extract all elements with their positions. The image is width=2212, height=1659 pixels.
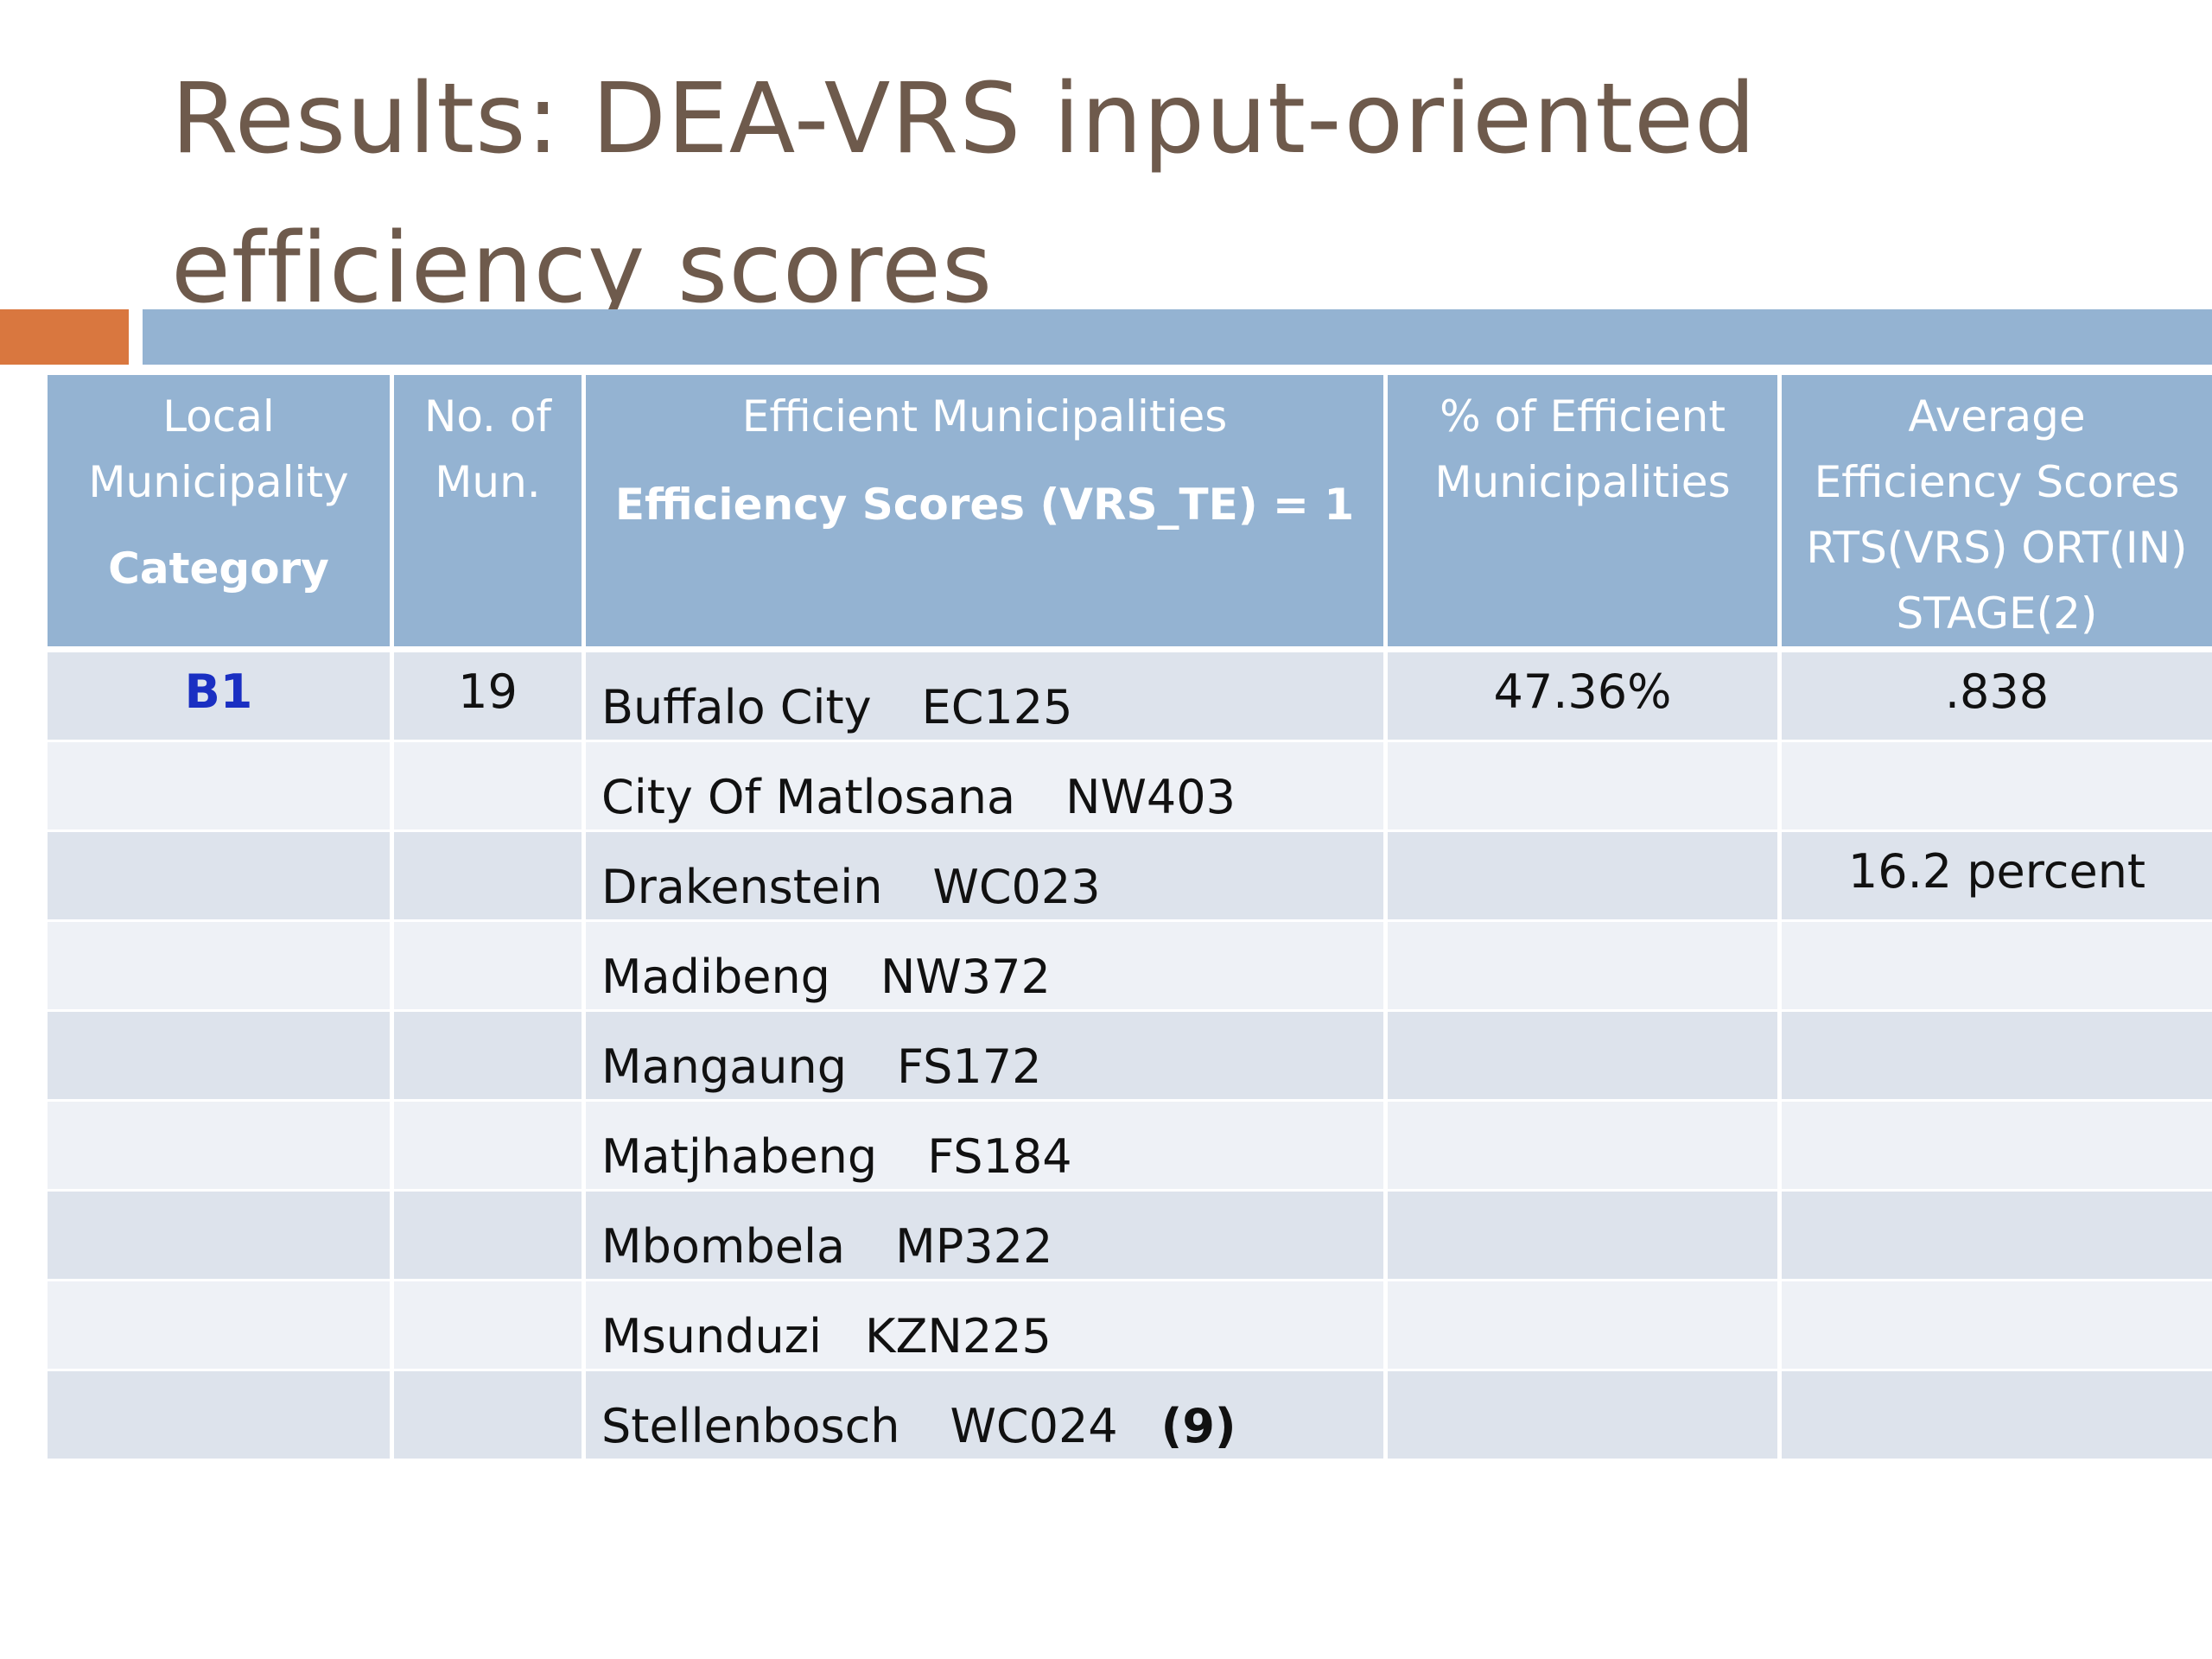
municipality-cell: City Of Matlosana NW403 — [586, 742, 1383, 832]
empty-cell — [1388, 1192, 1777, 1281]
empty-cell — [394, 1281, 582, 1371]
empty-cell — [1388, 1281, 1777, 1371]
header-category-bold: Category — [108, 543, 329, 594]
header-avg-line1: Average — [1908, 391, 2086, 442]
empty-cell — [48, 742, 390, 832]
header-num-mun-line1: No. of — [423, 391, 552, 442]
municipality-cell: Mangaung FS172 — [586, 1012, 1383, 1102]
avg-note-cell: 16.2 percent — [1782, 832, 2212, 922]
header-efficient-municipalities: Efficient Municipalities Efficiency Scor… — [586, 375, 1383, 652]
empty-cell — [394, 922, 582, 1012]
empty-cell — [1388, 922, 1777, 1012]
municipality-name: City Of Matlosana — [601, 770, 1016, 824]
header-pct-line1: % of Efficient — [1440, 391, 1726, 442]
table-row: Stellenbosch WC024 (9) — [48, 1371, 2212, 1461]
empty-cell — [48, 1281, 390, 1371]
municipality-code: WC023 — [932, 860, 1101, 914]
slide-title-line2: efficiency scores — [171, 213, 994, 325]
slide-title-line1: Results: DEA-VRS input-oriented — [171, 63, 1757, 175]
municipality-cell: Madibeng NW372 — [586, 922, 1383, 1012]
empty-cell — [48, 1102, 390, 1192]
accent-orange-block — [0, 309, 129, 365]
municipality-name: Drakenstein — [601, 860, 883, 914]
pct-efficient-cell: 47.36% — [1388, 652, 1777, 742]
num-mun-cell: 19 — [394, 652, 582, 742]
header-row: Local Municipality Category No. of Mun. … — [48, 375, 2212, 652]
municipality-cell: Drakenstein WC023 — [586, 832, 1383, 922]
empty-cell — [394, 1371, 582, 1461]
header-category-line1: Local — [162, 391, 275, 442]
empty-cell — [394, 1192, 582, 1281]
accent-blue-bar — [143, 309, 2212, 365]
table-row: Drakenstein WC023 16.2 percent — [48, 832, 2212, 922]
header-avg-scores: Average Efficiency Scores RTS(VRS) ORT(I… — [1782, 375, 2212, 652]
municipality-name: Stellenbosch — [601, 1399, 900, 1453]
municipality-code: NW372 — [880, 950, 1051, 1004]
efficient-count: (9) — [1160, 1399, 1236, 1453]
empty-cell — [48, 922, 390, 1012]
table-row: Mangaung FS172 — [48, 1012, 2212, 1102]
municipality-name: Msunduzi — [601, 1309, 823, 1363]
avg-score-cell: .838 — [1782, 652, 2212, 742]
municipality-name: Madibeng — [601, 950, 830, 1004]
empty-cell — [48, 832, 390, 922]
table-row: City Of Matlosana NW403 — [48, 742, 2212, 832]
municipality-cell: Buffalo City EC125 — [586, 652, 1383, 742]
slide-title: Results: DEA-VRS input-oriented efficien… — [171, 45, 2072, 344]
municipality-code: WC024 — [950, 1399, 1118, 1453]
header-efficient-line1: Efficient Municipalities — [741, 391, 1228, 442]
municipality-name: Buffalo City — [601, 680, 872, 734]
category-cell: B1 — [48, 652, 390, 742]
empty-cell — [1388, 832, 1777, 922]
empty-cell — [1388, 742, 1777, 832]
empty-cell — [48, 1192, 390, 1281]
header-num-mun: No. of Mun. — [394, 375, 582, 652]
header-category: Local Municipality Category — [48, 375, 390, 652]
empty-cell — [48, 1012, 390, 1102]
header-avg-line2: Efficiency Scores — [1814, 457, 2180, 507]
empty-cell — [394, 1102, 582, 1192]
empty-cell — [1388, 1102, 1777, 1192]
header-avg-line4: STAGE(2) — [1896, 588, 2098, 639]
municipality-name: Matjhabeng — [601, 1129, 878, 1184]
table-row: Msunduzi KZN225 — [48, 1281, 2212, 1371]
empty-cell — [394, 832, 582, 922]
empty-cell — [1782, 1192, 2212, 1281]
header-category-line2: Municipality — [88, 457, 349, 507]
municipality-cell: Msunduzi KZN225 — [586, 1281, 1383, 1371]
empty-cell — [1782, 1012, 2212, 1102]
empty-cell — [1782, 922, 2212, 1012]
results-table: Local Municipality Category No. of Mun. … — [43, 375, 2212, 1461]
header-efficient-bold: Efficiency Scores (VRS_TE) = 1 — [614, 480, 1355, 530]
empty-cell — [1782, 1371, 2212, 1461]
municipality-cell: Stellenbosch WC024 (9) — [586, 1371, 1383, 1461]
empty-cell — [48, 1371, 390, 1461]
empty-cell — [1782, 742, 2212, 832]
table-row: Mbombela MP322 — [48, 1192, 2212, 1281]
header-pct-line2: Municipalities — [1434, 457, 1731, 507]
table-row: Matjhabeng FS184 — [48, 1102, 2212, 1192]
municipality-code: NW403 — [1065, 770, 1236, 824]
empty-cell — [394, 742, 582, 832]
empty-cell — [1782, 1281, 2212, 1371]
municipality-cell: Matjhabeng FS184 — [586, 1102, 1383, 1192]
table-row: B1 19 Buffalo City EC125 47.36% .838 — [48, 652, 2212, 742]
empty-cell — [1782, 1102, 2212, 1192]
municipality-code: MP322 — [895, 1219, 1053, 1274]
municipality-code: KZN225 — [865, 1309, 1052, 1363]
category-value: B1 — [184, 664, 253, 719]
municipality-name: Mbombela — [601, 1219, 846, 1274]
municipality-code: FS184 — [927, 1129, 1072, 1184]
empty-cell — [394, 1012, 582, 1102]
table-row: Madibeng NW372 — [48, 922, 2212, 1012]
municipality-name: Mangaung — [601, 1039, 848, 1094]
empty-cell — [1388, 1371, 1777, 1461]
empty-cell — [1388, 1012, 1777, 1102]
header-avg-line3: RTS(VRS) ORT(IN) — [1806, 523, 2188, 573]
municipality-code: EC125 — [921, 680, 1073, 734]
header-num-mun-line2: Mun. — [435, 457, 541, 507]
header-pct-efficient: % of Efficient Municipalities — [1388, 375, 1777, 652]
municipality-cell: Mbombela MP322 — [586, 1192, 1383, 1281]
municipality-code: FS172 — [897, 1039, 1042, 1094]
